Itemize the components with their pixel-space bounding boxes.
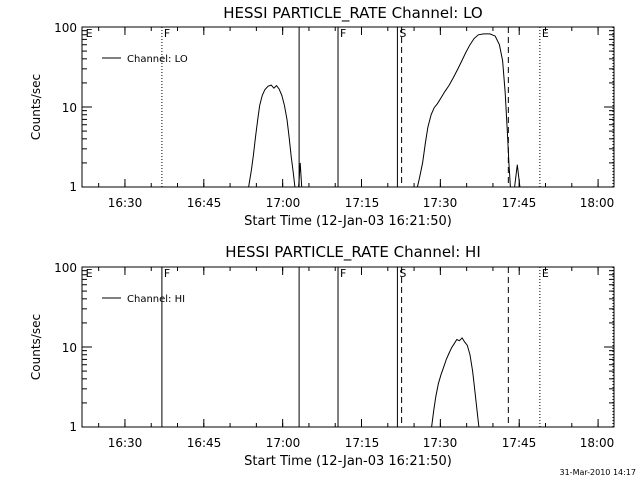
x-tick-label: 17:00 — [266, 196, 301, 210]
x-tick-label: 16:45 — [187, 436, 222, 450]
event-marker-label: F — [340, 267, 346, 280]
y-axis-label: Counts/sec — [29, 314, 43, 380]
series-line — [416, 33, 511, 188]
x-tick-label: 16:45 — [187, 196, 222, 210]
y-axis-label: Counts/sec — [29, 74, 43, 140]
y-tick-label: 10 — [62, 341, 77, 355]
legend: Channel: HI — [102, 294, 185, 305]
y-tick-label: 100 — [54, 21, 77, 35]
y-tick-labels: 1 10 100 — [54, 261, 77, 434]
x-tick-label: 17:15 — [345, 196, 380, 210]
x-tick-label: 17:30 — [423, 196, 458, 210]
event-marker-label: E — [542, 267, 549, 280]
footer-timestamp: 31-Mar-2010 14:17 — [560, 468, 637, 477]
event-marker-label: S — [399, 267, 406, 280]
series-line — [298, 162, 303, 188]
series-line — [248, 84, 296, 188]
chart-panel-hi: HESSI PARTICLE_RATE Channel: HI Counts/s… — [29, 243, 615, 469]
event-marker-label: E — [86, 267, 93, 280]
x-axis-label: Start Time (12-Jan-03 16:21:50) — [244, 454, 452, 469]
y-tick-label: 1 — [69, 420, 77, 434]
x-tick-label: 18:00 — [580, 436, 615, 450]
x-tick-labels: 16:30 16:45 17:00 17:15 17:30 17:45 18:0… — [108, 436, 615, 450]
series-line — [514, 164, 521, 188]
x-tick-label: 16:30 — [108, 196, 143, 210]
chart-panel-lo: HESSI PARTICLE_RATE Channel: LO Counts/s… — [29, 4, 615, 229]
event-marker-label: F — [164, 27, 170, 40]
series-line — [431, 337, 480, 428]
event-marker-label: F — [164, 267, 170, 280]
y-tick-label: 1 — [69, 180, 77, 194]
y-tick-label: 100 — [54, 261, 77, 275]
x-tick-label: 18:00 — [580, 196, 615, 210]
x-tick-label: 17:30 — [423, 436, 458, 450]
event-marker-label: F — [340, 27, 346, 40]
x-axis-label: Start Time (12-Jan-03 16:21:50) — [244, 214, 452, 229]
x-tick-label: 17:00 — [266, 436, 301, 450]
y-tick-labels: 1 10 100 — [54, 21, 77, 194]
legend-entry: Channel: HI — [127, 294, 185, 305]
x-tick-label: 17:15 — [345, 436, 380, 450]
x-tick-label: 17:45 — [502, 436, 537, 450]
x-tick-label: 17:45 — [502, 196, 537, 210]
legend-entry: Channel: LO — [127, 54, 188, 65]
event-marker-label: S — [399, 27, 406, 40]
x-tick-labels: 16:30 16:45 17:00 17:15 17:30 17:45 18:0… — [108, 196, 615, 210]
y-tick-label: 10 — [62, 101, 77, 115]
x-tick-label: 16:30 — [108, 436, 143, 450]
chart-title: HESSI PARTICLE_RATE Channel: HI — [225, 243, 481, 262]
event-marker-label: E — [542, 27, 549, 40]
legend: Channel: LO — [102, 54, 188, 65]
event-marker-label: E — [86, 27, 93, 40]
chart-title: HESSI PARTICLE_RATE Channel: LO — [223, 4, 482, 23]
